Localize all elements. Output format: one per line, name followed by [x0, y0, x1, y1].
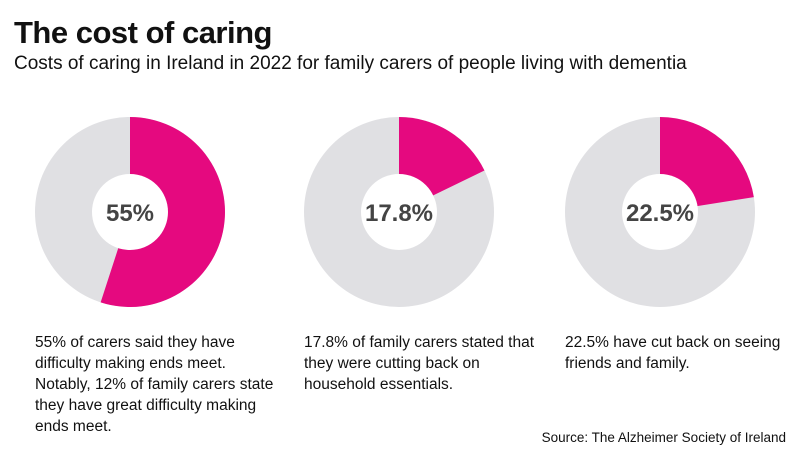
- donut-center-label: 17.8%: [365, 200, 433, 227]
- donut-hole: [92, 174, 168, 250]
- caption-household-essentials: 17.8% of family carers stated that they …: [304, 334, 535, 393]
- donut-chart-household-essentials: 17.8%: [304, 104, 494, 320]
- donut-chart-seeing-friends-family: 22.5%: [565, 104, 755, 320]
- caption-difficulty-making-ends-meet: 55% of carers said they have difficulty …: [35, 334, 274, 435]
- chart-title: The cost of caring: [14, 15, 272, 50]
- donut-hole: [622, 174, 698, 250]
- chart-subtitle: Costs of caring in Ireland in 2022 for f…: [14, 53, 687, 74]
- donut-hole: [361, 174, 437, 250]
- donut-center-label: 55%: [106, 200, 154, 227]
- source-note: Source: The Alzheimer Society of Ireland: [541, 430, 786, 445]
- caption-seeing-friends-family: 22.5% have cut back on seeing friends an…: [565, 334, 781, 372]
- donut-chart-difficulty-making-ends-meet: 55%: [35, 104, 225, 320]
- donut-center-label: 22.5%: [626, 200, 694, 227]
